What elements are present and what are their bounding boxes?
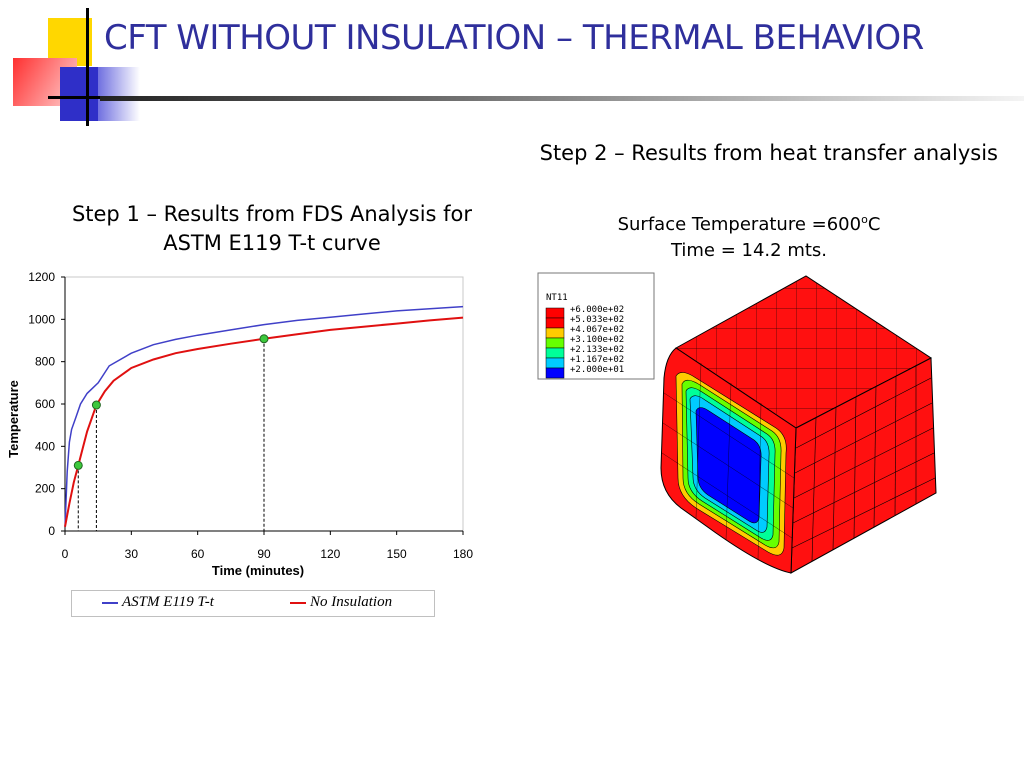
data-point-marker [73,460,83,470]
x-tick-label: 30 [125,547,139,561]
chart-legend: ASTM E119 T-t No Insulation [71,590,435,617]
x-tick-label: 0 [62,547,69,561]
title-underline [100,96,1024,101]
logo-vertical-line [86,8,89,126]
contour-level-label: +3.100e+02 [570,335,624,345]
model-front-mesh [661,362,795,561]
legend-label-astm: ASTM E119 T-t [122,594,214,610]
y-tick-label: 200 [35,482,55,496]
data-point-marker [259,334,269,344]
surface-caption: Surface Temperature =600oC Time = 14.2 m… [590,207,908,264]
contour-swatch [545,337,565,349]
slide-title: CFT WITHOUT INSULATION – THERMAL BEHAVIO… [104,18,924,58]
contour-swatch [545,317,565,329]
model-side-mesh [791,365,936,562]
legend-label-no-insulation: No Insulation [310,594,393,610]
step2-caption: Step 2 – Results from heat transfer anal… [539,141,998,165]
cft-column-model [660,275,937,574]
x-axis-label: Time (minutes) [212,563,304,578]
contour-swatch [545,347,565,359]
contour-swatch [545,367,565,379]
x-tick-label: 60 [191,547,205,561]
logo-decoration [0,0,140,130]
contour-swatch [545,357,565,369]
surface-line1: Surface Temperature =600oC [590,207,908,238]
x-tick-label: 150 [387,547,407,561]
contour-level-label: +5.033e+02 [570,315,624,325]
y-tick-label: 400 [35,439,55,453]
y-tick-label: 1200 [28,270,55,284]
series-line-no-insulation [64,316,464,527]
legend-swatch-astm [102,602,118,604]
logo-horizontal-line [48,96,108,99]
y-tick-label: 0 [48,524,55,538]
plot-area: 0 200 400 600 800 1000 1200 0 30 60 90 120 150 180 Tim… [6,270,473,578]
degree-sup: o [861,213,868,226]
step1-caption-line1: Step 1 – Results from FDS Analysis for [71,202,473,226]
logo-blue-fade [98,67,140,121]
contour-legend-title: NT11 [546,293,568,303]
surface-temp-text: Surface Temperature =600 [617,214,862,235]
fea-contour-plot: NT11 +6.000e+02+5.033e+02+4.067e+02+3.10… [537,272,937,574]
data-point-marker [91,400,101,410]
surface-temp-unit: C [867,214,881,235]
step1-caption: Step 1 – Results from FDS Analysis for A… [50,200,494,258]
x-tick-label: 180 [453,547,473,561]
x-tick-label: 90 [257,547,271,561]
x-tick-label: 120 [320,547,340,561]
series-line-astm-e119 [64,305,464,527]
contour-level-label: +6.000e+02 [570,305,624,315]
contour-level-label: +1.167e+02 [570,355,624,365]
step1-caption-line2: ASTM E119 T-t curve [163,231,381,255]
legend-swatch-no-insulation [290,602,306,604]
contour-level-label: +2.133e+02 [570,345,624,355]
contour-levels: +6.000e+02+5.033e+02+4.067e+02+3.100e+02… [545,305,624,379]
contour-level-label: +2.000e+01 [570,365,624,375]
contour-swatch [545,307,565,319]
contour-level-label: +4.067e+02 [570,325,624,335]
logo-blue-square [60,67,98,121]
y-axis-label: Temperature [6,380,21,458]
y-tick-label: 600 [35,397,55,411]
y-tick-label: 800 [35,355,55,369]
temperature-chart: 0 200 400 600 800 1000 1200 0 30 60 90 120 150 180 Tim… [6,270,473,578]
contour-swatch [545,327,565,339]
surface-line2: Time = 14.2 mts. [670,240,828,261]
y-tick-label: 1000 [28,312,55,326]
contour-legend: NT11 +6.000e+02+5.033e+02+4.067e+02+3.10… [537,272,655,380]
